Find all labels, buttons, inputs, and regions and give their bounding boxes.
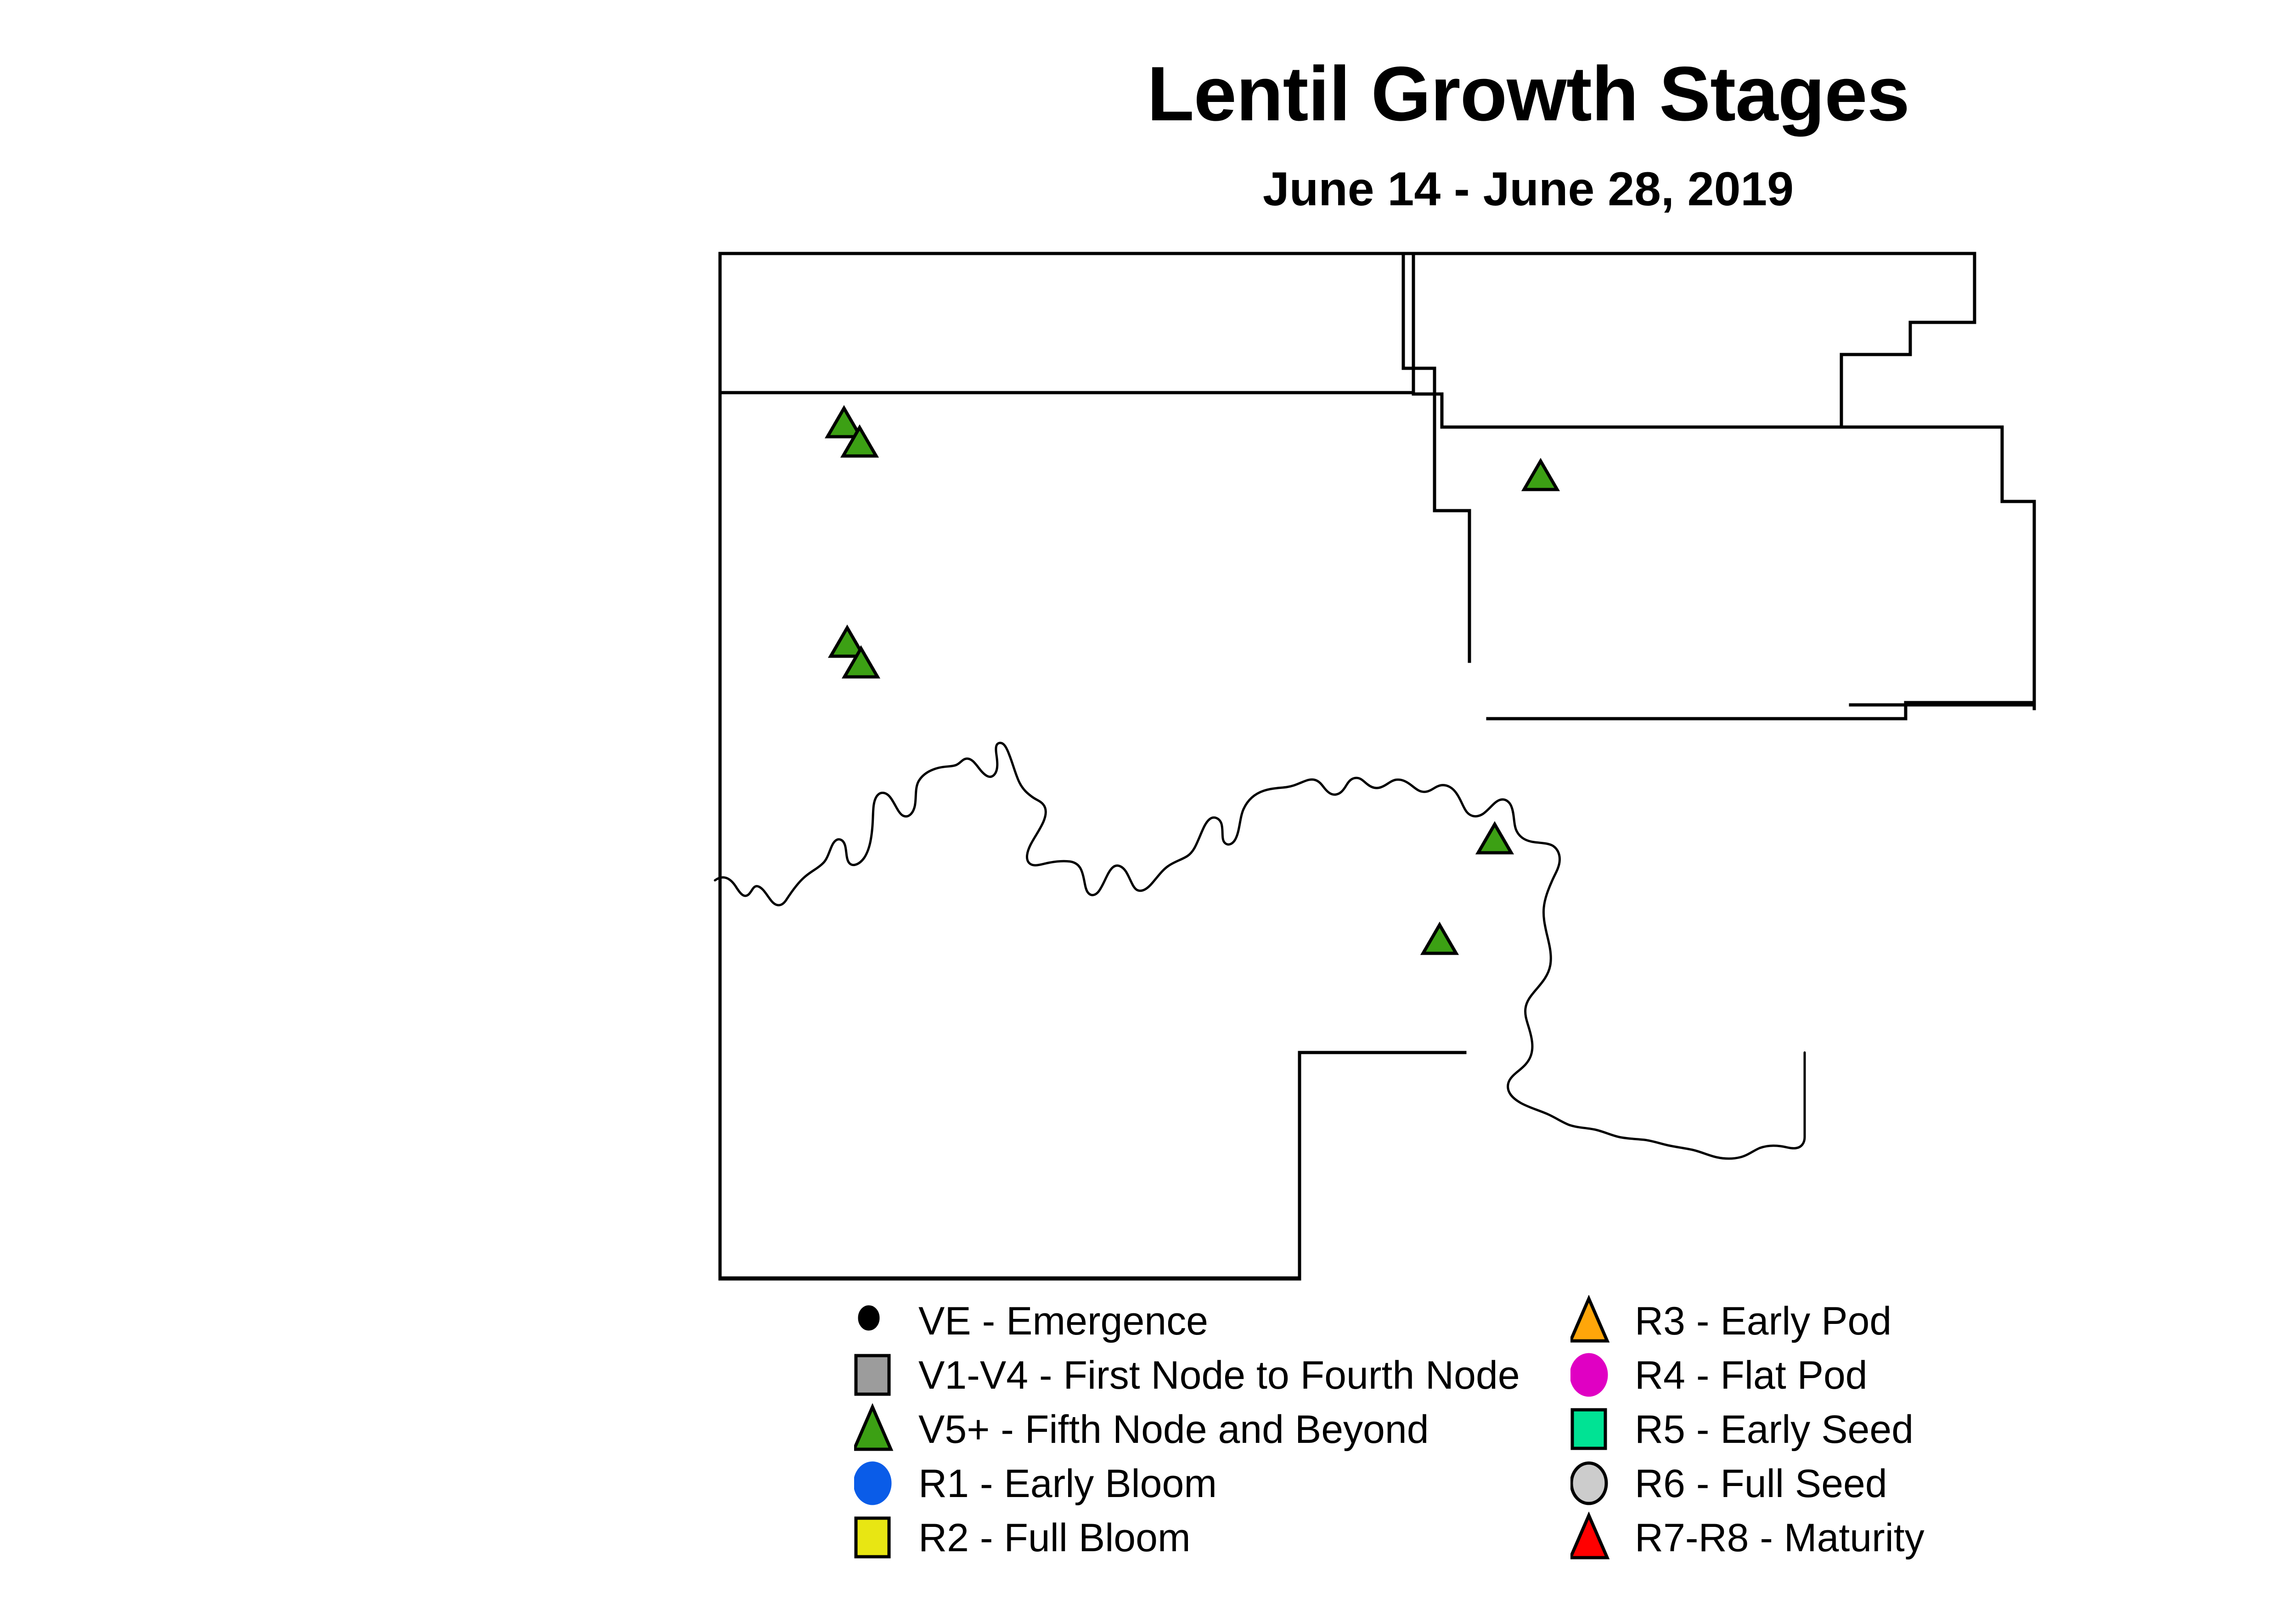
- map-marker-v5plus: [827, 625, 867, 658]
- boundary-east-stairs: [1849, 425, 2036, 707]
- legend-icon-square: [1570, 1408, 1607, 1450]
- legend-icon-circle: [854, 1461, 892, 1505]
- page-title: Lentil Growth Stages: [1147, 51, 1910, 137]
- map-markers: [824, 405, 1560, 955]
- map-boundaries: [718, 252, 2036, 1281]
- boundary-east-county: [1440, 425, 2036, 721]
- legend-symbol-shape: [1570, 1512, 1610, 1559]
- map-marker-v5plus: [840, 424, 879, 458]
- boundary-west-county: [718, 391, 1301, 1281]
- legend-icon-square: [854, 1354, 891, 1396]
- map-legend: VE - Emergence V1-V4 - First Node to Four…: [0, 1295, 2296, 1580]
- legend-symbol-shape: [1570, 1408, 1607, 1450]
- legend-symbol-shape: [1570, 1353, 1608, 1397]
- county-map: [714, 252, 2036, 1281]
- legend-icon-square: [854, 1516, 891, 1559]
- legend-icon-triangle: [1570, 1512, 1610, 1559]
- map-marker-v5plus: [1475, 821, 1514, 855]
- legend-item-label: R3 - Early Pod: [1635, 1299, 1892, 1343]
- legend-item-label: V1-V4 - First Node to Fourth Node: [918, 1353, 1520, 1397]
- legend-item-label: VE - Emergence: [918, 1299, 1208, 1343]
- legend-item-label: R7-R8 - Maturity: [1635, 1516, 1925, 1560]
- boundary-northeast-county: [1412, 252, 1976, 429]
- map-marker-v5plus: [1420, 922, 1459, 955]
- map-marker-v5plus: [824, 405, 864, 439]
- boundary-outer-perimeter-south: [718, 391, 1301, 1280]
- legend-symbol-shape: [854, 1403, 894, 1451]
- river-boundary: [714, 742, 1806, 1160]
- legend-icon-circle: [1570, 1461, 1608, 1505]
- legend-icon-triangle: [854, 1403, 894, 1451]
- legend-item-label: R5 - Early Seed: [1635, 1407, 1914, 1452]
- page-subtitle: June 14 - June 28, 2019: [1262, 163, 1794, 216]
- legend-icon-circle: [1570, 1353, 1608, 1397]
- legend-icon-triangle: [1570, 1295, 1610, 1343]
- legend-symbol-shape: [854, 1461, 892, 1505]
- legend-symbol-shape: [854, 1354, 891, 1396]
- legend-item-label: R2 - Full Bloom: [918, 1516, 1191, 1560]
- legend-symbol-shape: [858, 1305, 880, 1331]
- legend-item-label: R6 - Full Seed: [1635, 1462, 1887, 1506]
- legend-symbol-shape: [854, 1516, 891, 1559]
- river-path: [714, 742, 1806, 1160]
- legend-item-label: R1 - Early Bloom: [918, 1462, 1217, 1506]
- boundary-northwest-county: [718, 252, 1415, 394]
- map-marker-v5plus: [841, 645, 881, 679]
- legend-icon-dot: [858, 1305, 880, 1331]
- legend-item-label: V5+ - Fifth Node and Beyond: [918, 1407, 1429, 1452]
- map-marker-v5plus: [1521, 458, 1560, 491]
- legend-item-label: R4 - Flat Pod: [1635, 1353, 1868, 1397]
- legend-symbol-shape: [1570, 1461, 1608, 1505]
- legend-symbol-shape: [1570, 1295, 1610, 1343]
